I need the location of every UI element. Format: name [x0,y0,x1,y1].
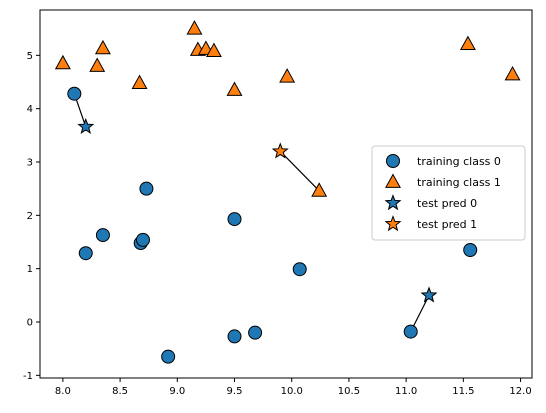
y-tick-label: 1 [27,264,33,275]
class1-point [186,20,203,35]
class0-point [403,324,418,339]
class0-point [227,212,242,227]
class0-point [95,228,110,243]
neighbor-link-line [279,150,320,192]
class1-point [54,54,71,70]
class0-point [139,181,154,196]
x-tick-label: 9.5 [227,386,243,397]
legend: training class 0 training class 1 test pre… [371,145,526,241]
y-tick-label: 4 [27,104,33,115]
x-tick-label: 12.0 [509,386,531,397]
class1-point [89,57,106,72]
legend-marker [384,194,402,211]
legend-box [371,145,526,241]
class1-point [279,68,296,83]
axes: 8.0 8.5 9.0 9.5 10.0 10.5 11.0 11.5 12.0 -1 0 1 2 3 4 5 [23,9,533,397]
test-point [77,117,95,135]
class1-point [504,65,521,81]
class0-point [78,246,93,261]
test-point [420,286,438,303]
y-tick-label: -1 [23,371,33,382]
class0-point [227,329,242,344]
x-tick-label: 10.0 [281,386,303,397]
legend-marker [384,215,402,232]
legend-marker [386,154,400,168]
x-tick-label: 9.0 [169,386,185,397]
legend-label: test pred 1 [417,218,477,231]
class0-point [292,262,307,277]
y-tick-label: 3 [27,158,33,169]
plot-frame [39,9,533,379]
x-tick-label: 8.5 [112,386,128,397]
x-tick-label: 8.0 [55,386,71,397]
class1-point [311,182,328,197]
data-points [54,20,521,364]
class1-point [205,42,222,57]
class0-point [463,243,478,257]
y-tick-label: 5 [27,51,33,62]
class0-point [248,325,263,340]
legend-marker [385,173,401,188]
x-tick-label: 11.0 [395,386,417,397]
y-tick-label: 2 [27,211,33,222]
class1-point [226,81,243,96]
legend-label: test pred 0 [417,197,477,210]
class0-point [135,232,150,247]
legend-label: training class 1 [417,176,501,189]
class1-point [459,35,476,51]
test-point [271,142,289,159]
x-tick-label: 11.5 [452,386,474,397]
legend-label: training class 0 [417,155,501,168]
class0-point [67,86,82,101]
class1-point [131,74,148,89]
y-tick-label: 0 [27,318,33,329]
class1-point [94,39,111,55]
class0-point [161,349,176,364]
x-tick-label: 10.5 [338,386,360,397]
